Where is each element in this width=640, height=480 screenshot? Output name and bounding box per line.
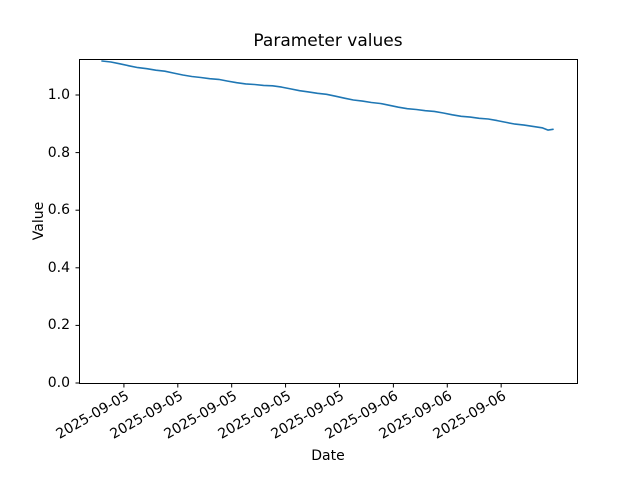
x-axis-label: Date <box>311 448 345 464</box>
y-tick-label: 1.0 <box>47 87 70 103</box>
chart-title: Parameter values <box>253 31 403 51</box>
y-tick-label: 0.6 <box>47 202 70 219</box>
data-line-parameter-values <box>101 60 554 131</box>
y-tick-label: 0.8 <box>47 144 70 161</box>
y-tick-label: 0.0 <box>47 375 70 391</box>
y-axis-label: Value <box>31 201 47 241</box>
axes-frame <box>79 59 578 384</box>
y-tick-label: 0.4 <box>47 259 70 276</box>
y-tick-label: 0.2 <box>47 317 70 334</box>
